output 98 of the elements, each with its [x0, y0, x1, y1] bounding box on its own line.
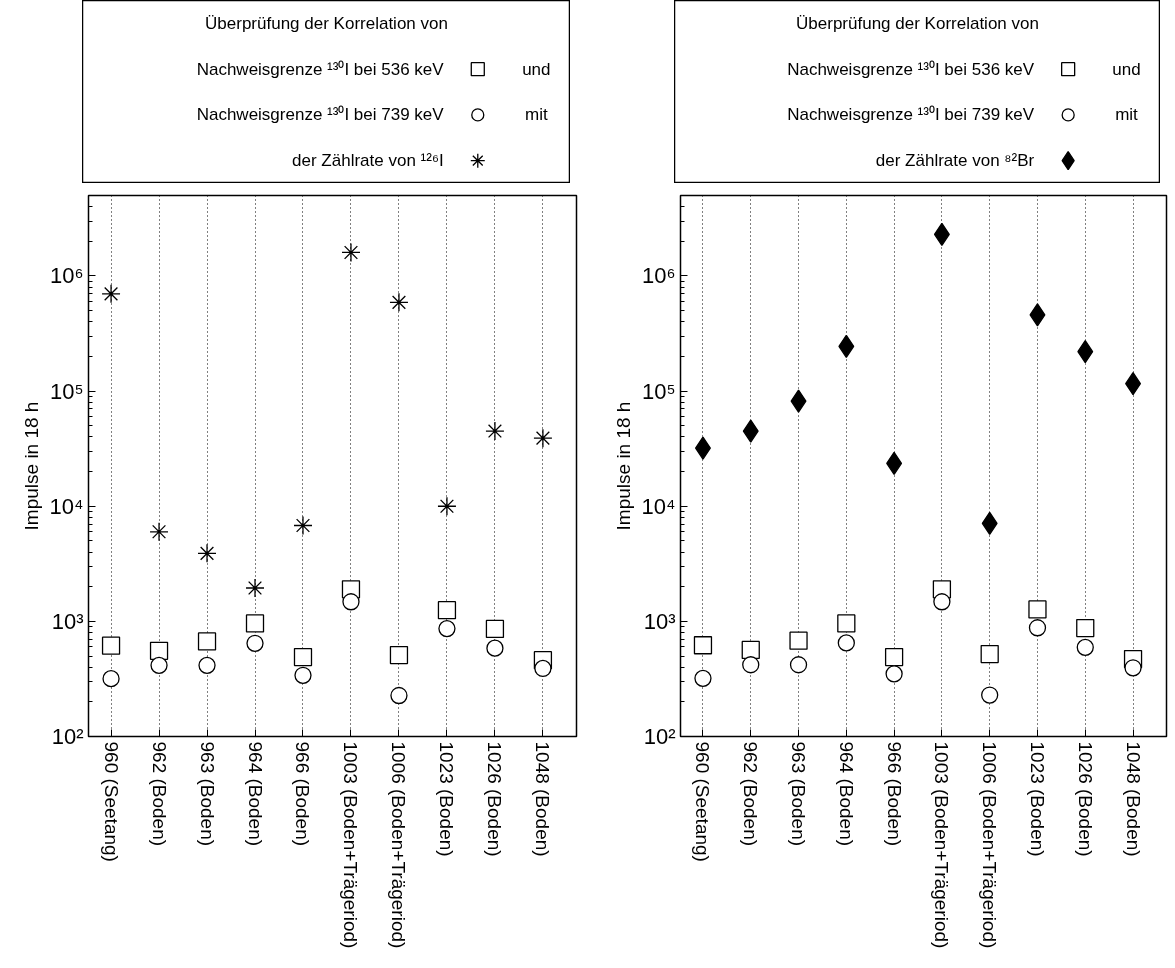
point: [742, 656, 760, 674]
point: [789, 656, 808, 674]
x-tick-label: 1023 (Boden): [1026, 741, 1048, 857]
point: [245, 578, 265, 598]
point: [294, 666, 312, 684]
point: [485, 619, 505, 639]
text: und: [522, 59, 551, 79]
point: [933, 222, 950, 246]
y-tick-label: 10⁴: [641, 493, 676, 519]
point: [197, 543, 217, 563]
x-tick-label: 962 (Boden): [148, 741, 170, 847]
point: [485, 421, 505, 441]
x-tick-label: 964 (Boden): [835, 741, 857, 847]
point: [838, 334, 855, 358]
x-tick-label: 966 (Boden): [292, 741, 314, 847]
point: [246, 634, 264, 652]
x-tick-label: 1023 (Boden): [436, 741, 458, 857]
y-axis-title: Impulse in 18 h: [20, 401, 42, 531]
point: [437, 601, 457, 620]
point: [197, 632, 217, 651]
point: [341, 242, 361, 263]
point: [534, 659, 552, 678]
point: [486, 639, 504, 657]
y-axis-title: Impulse in 18 h: [612, 401, 634, 531]
point: [1076, 618, 1095, 638]
x-tick-label: 960 (Seetang): [100, 741, 122, 862]
y-tick-label: 10⁵: [49, 378, 84, 404]
point: [102, 670, 120, 688]
point: [837, 634, 855, 652]
text: mit: [1115, 105, 1139, 125]
point: [693, 636, 713, 655]
point: [980, 644, 999, 664]
point: [741, 640, 760, 660]
point: [245, 614, 265, 633]
legend-label: Nachweisgrenze ¹³⁰I bei 536 keV: [196, 59, 445, 79]
legend-title: Überprüfung der Korrelation von: [796, 13, 1039, 33]
y-tick-label: 10⁶: [641, 263, 676, 289]
point: [150, 656, 168, 674]
point: [1125, 372, 1142, 396]
point: [1077, 340, 1094, 364]
point: [342, 593, 360, 611]
point: [1029, 303, 1046, 327]
x-tick-label: 962 (Boden): [740, 741, 762, 847]
y-tick-label: 10⁵: [641, 378, 676, 404]
point: [886, 451, 903, 475]
legend-label: Nachweisgrenze ¹³⁰I bei 739 keV: [196, 105, 445, 125]
point: [390, 686, 408, 705]
point: [933, 593, 951, 611]
x-tick-label: 1048 (Boden): [1122, 741, 1144, 857]
point: [101, 284, 121, 304]
point: [694, 436, 711, 460]
point: [198, 656, 216, 674]
y-tick-label: 10³: [643, 608, 676, 634]
x-tick-label: 1003 (Boden+Trägeriod): [931, 741, 953, 949]
x-tick-label: 1003 (Boden+Trägeriod): [340, 741, 362, 949]
legend-label: Nachweisgrenze ¹³⁰I bei 536 keV: [787, 59, 1035, 79]
legend-title: Überprüfung der Korrelation von: [205, 13, 448, 33]
x-tick-label: 1006 (Boden+Trägeriod): [388, 741, 410, 949]
point: [1076, 638, 1094, 656]
legend-label: Nachweisgrenze ¹³⁰I bei 739 keV: [787, 105, 1035, 125]
point: [438, 619, 456, 638]
y-tick-label: 10²: [51, 724, 84, 749]
legend-label: der Zählrate von ⁸²Br: [875, 151, 1035, 171]
point: [1124, 659, 1142, 677]
point: [1028, 600, 1047, 619]
y-tick-label: 10³: [51, 608, 84, 634]
x-tick-label: 963 (Boden): [788, 741, 810, 847]
point: [389, 292, 409, 313]
x-tick-label: 960 (Seetang): [692, 741, 714, 862]
legend-label: der Zählrate von ¹²⁶I: [292, 151, 444, 171]
point: [837, 614, 856, 633]
point: [789, 631, 808, 650]
x-tick-label: 1048 (Boden): [532, 741, 554, 857]
x-tick-label: 966 (Boden): [883, 741, 905, 847]
text: mit: [525, 105, 548, 125]
x-tick-label: 1026 (Boden): [484, 741, 506, 857]
point: [293, 647, 313, 667]
x-tick-label: 963 (Boden): [196, 741, 218, 847]
point: [981, 686, 999, 704]
text: und: [1112, 59, 1141, 79]
point: [101, 636, 121, 655]
point: [790, 389, 807, 413]
y-tick-label: 10⁴: [49, 493, 84, 519]
point: [293, 515, 313, 536]
point: [885, 665, 903, 683]
x-tick-label: 1026 (Boden): [1074, 741, 1096, 857]
point: [694, 669, 712, 687]
x-tick-label: 1006 (Boden+Trägeriod): [979, 741, 1001, 949]
point: [437, 496, 457, 516]
point: [149, 522, 169, 542]
point: [742, 419, 759, 443]
y-tick-label: 10²: [643, 724, 676, 749]
y-tick-label: 10⁶: [49, 263, 84, 289]
x-tick-label: 964 (Boden): [244, 741, 266, 847]
point: [1028, 619, 1047, 637]
point: [884, 647, 904, 667]
point: [533, 428, 553, 448]
point: [389, 645, 409, 665]
